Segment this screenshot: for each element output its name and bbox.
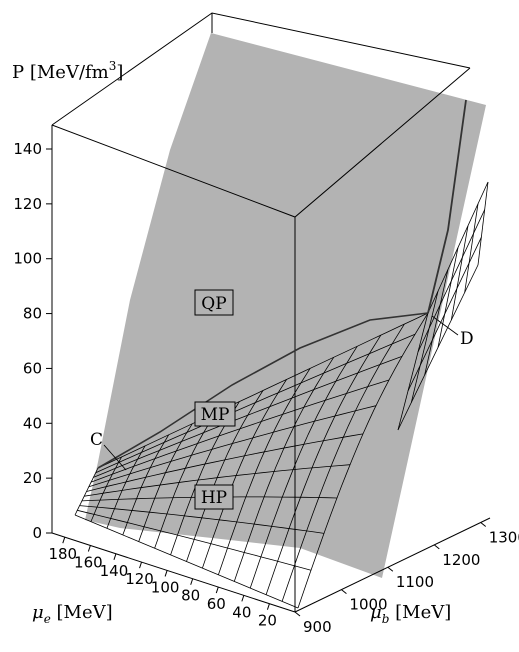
mesh-line-right <box>397 312 429 431</box>
mesh-line-right <box>397 264 479 431</box>
mu-e-tick-mark <box>215 586 219 594</box>
pressure-axis: 0 20 40 60 80 100 120 140 <box>13 140 52 542</box>
mu-e-tick-label: 140 <box>100 562 129 580</box>
mu-b-tick-mark <box>294 611 301 617</box>
mixed-phase-boundary-line <box>97 312 429 469</box>
mesh-line-right <box>427 181 489 314</box>
pressure-tick-label: 120 <box>13 195 42 213</box>
mu-e-axis-label: μe [MeV] <box>32 602 113 626</box>
mesh-line-v <box>74 467 99 516</box>
mu-e-tick-mark <box>190 578 194 585</box>
mesh-line-v <box>154 412 217 549</box>
pressure-tick-label: 20 <box>23 469 42 487</box>
point-label-c: C <box>90 430 127 471</box>
region-label-hp: HP <box>194 484 234 510</box>
mesh-line-right <box>417 209 486 353</box>
point-label-d: D <box>431 315 474 349</box>
mu-e-tick-mark <box>113 553 117 560</box>
mu-b-tick-mark <box>341 589 347 595</box>
pressure-tick-label: 100 <box>13 250 42 268</box>
mu-e-tick-label: 100 <box>151 578 180 596</box>
mu-e-tick-mark <box>62 536 66 544</box>
mu-b-tick-mark <box>387 566 394 572</box>
quark-phase-line <box>427 99 467 314</box>
mesh-line-v <box>281 323 405 602</box>
svg-text:D: D <box>460 329 474 349</box>
mesh-line-right <box>410 291 439 403</box>
pressure-tick-label: 140 <box>13 140 42 158</box>
mu-e-tick-label: 80 <box>181 587 200 605</box>
svg-text:QP: QP <box>201 294 226 314</box>
mesh-line-right <box>477 181 489 266</box>
mu-b-axis-label: μb [MeV] <box>370 602 451 626</box>
mu-e-tick-label: 40 <box>232 603 251 621</box>
mu-b-tick-label: 1300 <box>489 528 519 546</box>
mesh-line-right <box>437 247 459 348</box>
mu-e-tick-mark <box>164 570 168 577</box>
mu-b-tick-label: 1200 <box>442 551 480 569</box>
mu-b-axis: 900 1000 1100 1200 1300 <box>294 517 519 636</box>
mesh-line-right <box>450 225 469 321</box>
mu-b-tick-label: 900 <box>303 618 332 636</box>
mesh-line-v <box>90 456 122 522</box>
mesh-line-v <box>218 368 311 575</box>
mu-e-tick-label: 180 <box>48 545 77 563</box>
mesh-line-v <box>233 357 335 582</box>
mu-b-axis-line <box>294 517 491 613</box>
svg-text:HP: HP <box>201 488 227 508</box>
mu-b-tick-mark <box>480 522 487 527</box>
pressure-tick-label: 60 <box>23 359 42 377</box>
qp-surface <box>85 33 486 578</box>
mesh-line-v <box>106 445 146 529</box>
mu-e-tick-mark <box>266 603 270 610</box>
mesh-line-v <box>297 312 429 609</box>
mu-e-tick-label: 160 <box>74 553 103 571</box>
mesh-line-v <box>138 423 193 542</box>
mu-e-tick-label: 60 <box>207 595 226 613</box>
mu-e-tick-mark <box>241 595 245 602</box>
mu-e-tick-mark <box>87 545 91 552</box>
bounding-box <box>51 12 471 612</box>
mu-b-tick-mark <box>433 544 440 550</box>
mu-e-axis-line <box>51 532 296 613</box>
mesh-line-right <box>424 269 449 376</box>
mesh-line-v <box>186 390 264 562</box>
pressure-tick-label: 80 <box>23 305 42 323</box>
pressure-tick-label: 40 <box>23 414 42 432</box>
mu-e-tick-label: 20 <box>258 612 277 630</box>
svg-text:C: C <box>90 430 103 450</box>
mesh-line-v <box>265 334 382 595</box>
pressure-axis-label: P [MeV/fm3] <box>12 59 123 83</box>
mesh-line-v <box>249 345 358 589</box>
region-label-qp: QP <box>194 289 234 316</box>
mesh-line-v <box>202 379 287 569</box>
mesh-line-v <box>122 434 170 536</box>
mesh-line-right <box>407 237 482 392</box>
mu-e-tick-label: 120 <box>125 570 154 588</box>
pressure-tick-label: 0 <box>32 524 42 542</box>
mesh-line-right <box>464 203 479 293</box>
mu-b-tick-label: 1100 <box>396 573 434 591</box>
mu-b-tick-label: 1000 <box>349 596 387 614</box>
mu-e-tick-mark <box>139 561 143 569</box>
svg-text:MP: MP <box>201 405 230 425</box>
region-label-mp: MP <box>194 401 236 427</box>
